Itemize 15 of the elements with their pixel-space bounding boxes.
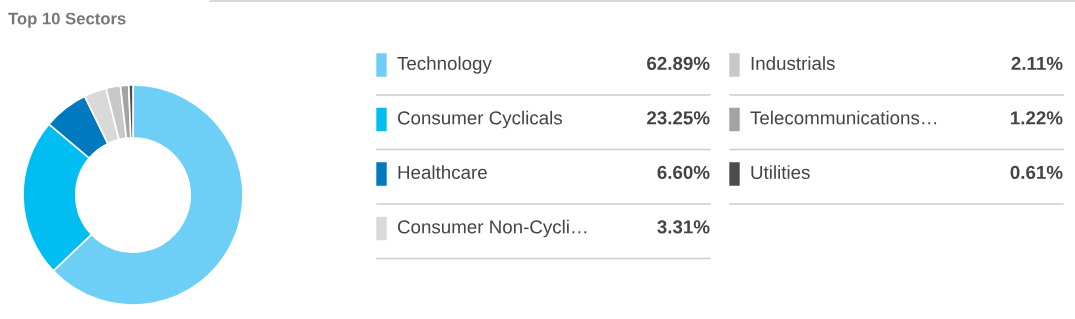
data-label: 1.22% <box>1011 111 1063 125</box>
data-label: 2.11% <box>1011 56 1063 70</box>
legend-label: Industrials <box>751 56 835 71</box>
data-label: 3.31% <box>657 220 710 234</box>
legend-label: Healthcare <box>398 165 487 180</box>
data-label: 23.25% <box>647 111 710 125</box>
legend-label: Utilities <box>751 165 810 180</box>
chart-title: Top 10 Sectors <box>8 12 126 28</box>
legend-label: Technology <box>397 56 492 74</box>
legend-label: Consumer Cyclicals <box>397 110 562 129</box>
data-label: 0.61% <box>1010 165 1063 180</box>
data-label: 62.89% <box>647 56 710 71</box>
data-label: 6.60% <box>657 165 710 180</box>
legend-label: Telecommunications… <box>750 110 937 125</box>
legend-label: Consumer Non-Cycli… <box>397 219 587 238</box>
